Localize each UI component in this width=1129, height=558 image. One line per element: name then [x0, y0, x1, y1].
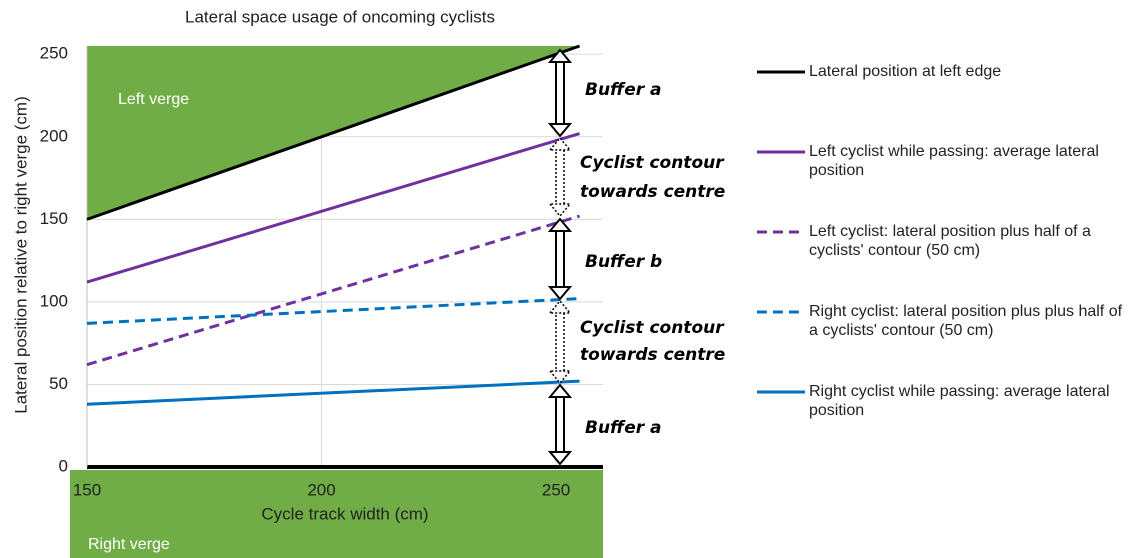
- arrow-head: [548, 136, 572, 151]
- annotation: towards centre: [580, 345, 725, 365]
- legend-swatch: [757, 150, 805, 154]
- y-tick-label: 250: [40, 44, 68, 63]
- legend-label: Left cyclist: lateral position plus half…: [809, 223, 1091, 259]
- right-verge: [70, 470, 603, 558]
- legend-item: Right cyclist: lateral position plus plu…: [757, 302, 1124, 340]
- y-tick-label: 150: [40, 209, 68, 228]
- legend-swatch: [757, 310, 805, 314]
- legend-item: Right cyclist while passing: average lat…: [757, 382, 1124, 420]
- x-tick-label: 200: [307, 480, 335, 499]
- legend-label: Right cyclist: lateral position plus plu…: [809, 303, 1123, 339]
- series-line: [86, 379, 580, 406]
- arrow-body: [555, 226, 565, 292]
- y-tick-label: 0: [59, 456, 68, 475]
- legend-label: Left cyclist while passing: average late…: [809, 143, 1099, 179]
- legend-swatch: [757, 70, 805, 74]
- arrow-head: [547, 451, 573, 466]
- annotation: Buffer b: [585, 252, 662, 272]
- legend-item: Left cyclist while passing: average late…: [757, 142, 1124, 180]
- y-tick-label: 200: [40, 126, 68, 145]
- legend-swatch: [757, 230, 805, 234]
- arrow-head: [548, 299, 572, 314]
- annotation: Buffer a: [585, 80, 662, 100]
- legend-label: Right cyclist while passing: average lat…: [809, 383, 1110, 419]
- series-line: [86, 132, 580, 284]
- y-axis-title: Lateral position relative to right verge…: [11, 96, 30, 413]
- arrow-head: [548, 370, 572, 385]
- y-tick-label: 50: [49, 374, 68, 393]
- x-tick-label: 150: [73, 480, 101, 499]
- arrow-head: [547, 217, 573, 232]
- chart-title: Lateral space usage of oncoming cyclists: [185, 7, 495, 26]
- arrow-body: [555, 145, 565, 209]
- annotation: Right verge: [88, 536, 170, 553]
- legend-item: Lateral position at left edge: [757, 62, 1124, 81]
- annotation: Cyclist contour: [580, 153, 725, 173]
- annotation: Cyclist contour: [580, 318, 725, 338]
- arrow-head: [548, 203, 572, 218]
- arrow-body: [555, 392, 565, 457]
- x-axis-title: Cycle track width (cm): [261, 504, 428, 523]
- annotation: Buffer a: [585, 418, 662, 438]
- arrow-head: [547, 383, 573, 398]
- arrow-head: [547, 123, 573, 138]
- arrow-body: [555, 57, 565, 129]
- annotation: Left verge: [118, 91, 189, 108]
- arrow-body: [555, 308, 565, 376]
- legend-swatch: [757, 390, 805, 394]
- y-tick-label: 100: [40, 291, 68, 310]
- series-line: [86, 44, 581, 221]
- x-tick-label: 250: [542, 480, 570, 499]
- series-line: [86, 214, 580, 367]
- legend-item: Left cyclist: lateral position plus half…: [757, 222, 1124, 260]
- arrow-head: [547, 286, 573, 301]
- arrow-head: [547, 48, 573, 63]
- legend-label: Lateral position at left edge: [809, 63, 1002, 80]
- series-line: [86, 297, 580, 325]
- annotation: towards centre: [580, 182, 725, 202]
